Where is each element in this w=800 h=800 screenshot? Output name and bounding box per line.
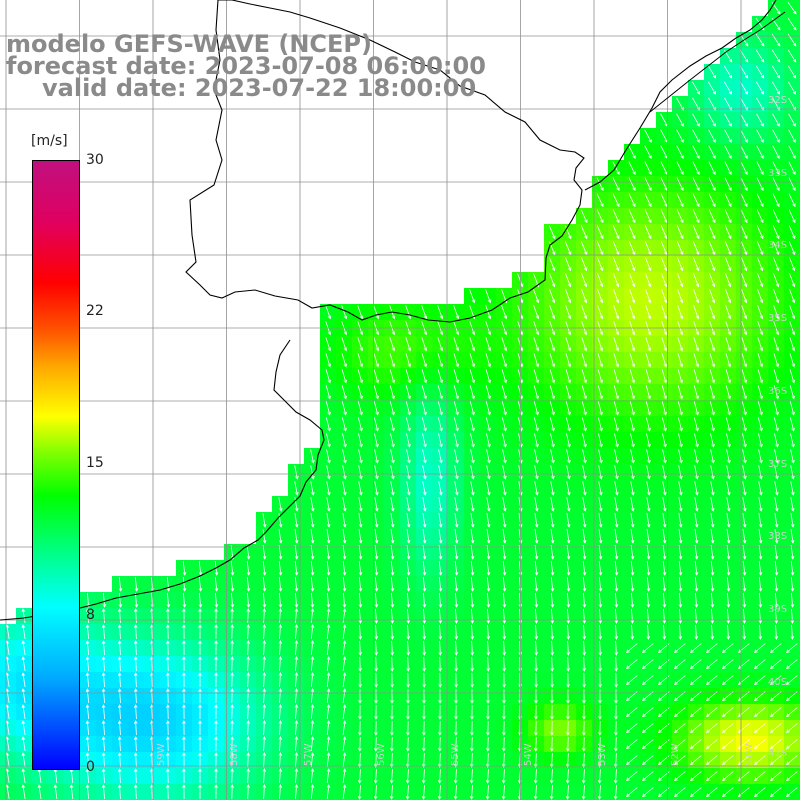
coastline-south [0, 339, 325, 621]
lat-label: 40S [768, 677, 788, 688]
lon-label: 55W [450, 743, 461, 766]
lat-label: 36S [768, 386, 788, 397]
lon-label: 59W [156, 743, 167, 766]
lat-label: 35S [768, 313, 788, 324]
colorbar-tick-30: 30 [86, 152, 104, 168]
coastline-north [584, 0, 777, 191]
lat-label: 37S [768, 459, 788, 470]
lon-label: 53W [597, 743, 608, 766]
valid-date: valid date: 2023-07-22 18:00:00 [42, 74, 477, 102]
lat-label: 41S [768, 748, 788, 759]
colorbar-tick-0: 0 [86, 759, 95, 775]
lon-label: 57W [303, 743, 314, 766]
forecast-date: forecast date: 2023-07-08 06:00:00 [6, 52, 486, 80]
lat-label: 32S [768, 95, 788, 106]
lat-label: 33S [768, 168, 788, 179]
colorbar-tick-15: 15 [86, 455, 104, 471]
coastline-lagoon [649, 11, 786, 113]
lon-label: 56W [376, 743, 387, 766]
coastline [185, 0, 585, 323]
colorbar-tick-22: 22 [86, 303, 104, 319]
lat-label: 34S [768, 240, 788, 251]
lat-label: 39S [768, 604, 788, 615]
colorbar-unit: [m/s] [31, 133, 68, 149]
lon-label: 51W [744, 743, 755, 766]
lat-label: 38S [768, 531, 788, 542]
lon-label: 58W [229, 743, 240, 766]
colorbar-tick-8: 8 [86, 607, 95, 623]
colorbar [32, 160, 80, 770]
lon-label: 52W [670, 743, 681, 766]
model-title: modelo GEFS-WAVE (NCEP) [6, 30, 372, 58]
wind-arrows [5, 2, 798, 800]
lon-label: 54W [523, 743, 534, 766]
